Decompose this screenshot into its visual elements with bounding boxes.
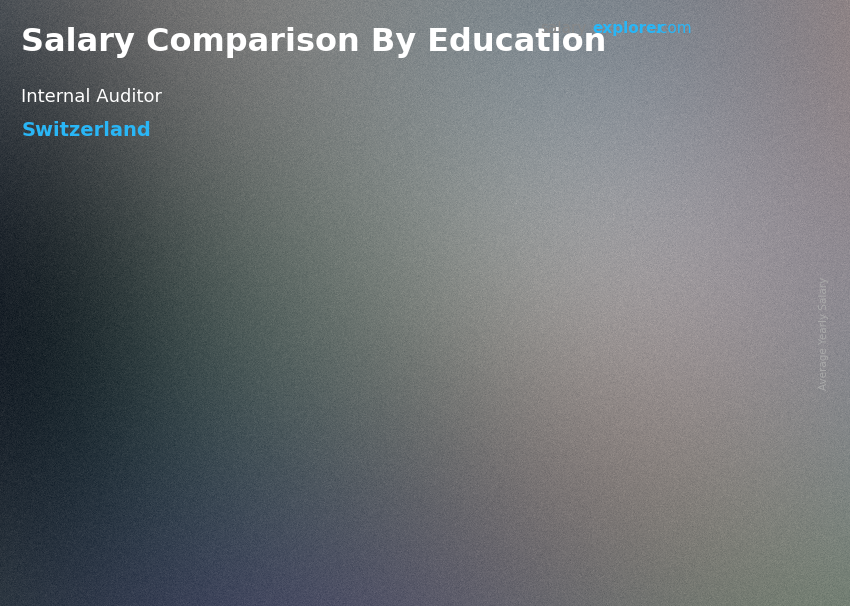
Polygon shape — [106, 364, 214, 369]
FancyArrowPatch shape — [385, 192, 580, 301]
Text: +34%: +34% — [216, 249, 306, 277]
Text: salary: salary — [540, 21, 586, 36]
Polygon shape — [331, 312, 438, 319]
Bar — [106, 369, 191, 512]
Polygon shape — [416, 312, 438, 512]
Text: Average Yearly Salary: Average Yearly Salary — [819, 277, 829, 390]
Text: explorer: explorer — [592, 21, 665, 36]
Polygon shape — [640, 206, 662, 512]
Text: 188,000 CHF: 188,000 CHF — [530, 178, 646, 196]
Bar — [331, 319, 416, 512]
Bar — [554, 218, 640, 512]
Text: +53%: +53% — [440, 149, 530, 177]
Polygon shape — [191, 364, 214, 512]
Text: Switzerland: Switzerland — [21, 121, 151, 140]
Bar — [720, 35, 738, 84]
Text: 123,000 CHF: 123,000 CHF — [306, 279, 422, 298]
Text: 91,200 CHF: 91,200 CHF — [88, 330, 192, 347]
Text: .com: .com — [654, 21, 692, 36]
Text: Internal Auditor: Internal Auditor — [21, 88, 162, 106]
FancyArrowPatch shape — [162, 275, 356, 353]
Bar — [707, 51, 751, 67]
Text: Salary Comparison By Education: Salary Comparison By Education — [21, 27, 607, 58]
Polygon shape — [554, 206, 662, 218]
